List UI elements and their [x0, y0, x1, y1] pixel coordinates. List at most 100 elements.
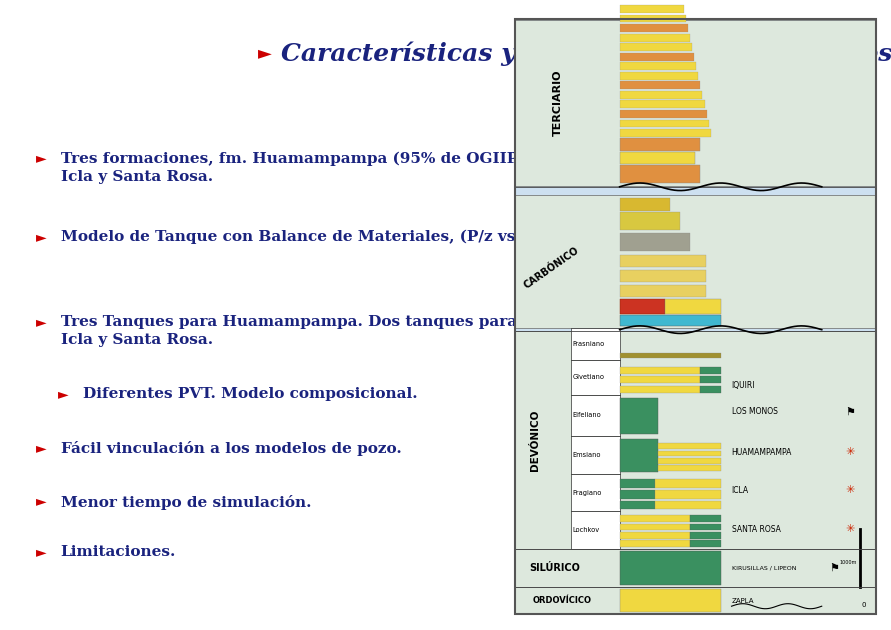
Bar [619, 367, 700, 374]
Text: TERCIARIO: TERCIARIO [553, 69, 563, 136]
Bar [700, 376, 721, 383]
Bar [619, 270, 706, 282]
Text: ►: ► [36, 545, 46, 559]
Bar [619, 398, 658, 435]
Text: ORDOVÍCICO: ORDOVÍCICO [533, 597, 592, 605]
Bar [691, 532, 721, 539]
Text: ►: ► [36, 495, 46, 508]
Bar [619, 34, 691, 42]
Bar [515, 587, 876, 614]
Bar [619, 100, 705, 108]
Text: ✳: ✳ [846, 486, 854, 495]
Bar [691, 524, 721, 530]
Bar [619, 439, 658, 472]
Text: ►: ► [36, 151, 46, 165]
Bar [700, 367, 721, 374]
Bar [691, 541, 721, 547]
Text: CARBÓNICO: CARBÓNICO [521, 246, 581, 291]
Bar [655, 479, 721, 488]
Bar [619, 233, 691, 251]
Bar [619, 25, 689, 32]
Bar [619, 299, 665, 314]
Bar [619, 589, 721, 612]
Bar [658, 450, 721, 457]
Bar [619, 255, 706, 267]
Bar [658, 457, 721, 464]
Bar [619, 81, 700, 89]
Text: Eifeliano: Eifeliano [573, 413, 601, 418]
Bar [665, 299, 721, 314]
Bar [619, 479, 655, 488]
Bar [515, 19, 876, 614]
Text: SANTA ROSA: SANTA ROSA [732, 525, 781, 534]
Bar [571, 360, 619, 394]
Text: SILÚRICO: SILÚRICO [529, 563, 580, 573]
Text: ✳: ✳ [846, 524, 854, 534]
Bar [619, 212, 680, 230]
Bar [571, 328, 619, 360]
Text: Características y Modelo de los Reservorios.: Características y Modelo de los Reservor… [281, 42, 891, 66]
Text: IQUIRI: IQUIRI [732, 381, 755, 389]
Bar [619, 14, 686, 23]
Text: ✳: ✳ [846, 447, 854, 457]
Bar [619, 43, 692, 51]
Text: HUAMAMPAMPA: HUAMAMPAMPA [732, 448, 792, 457]
Bar [619, 541, 691, 547]
Text: ICLA: ICLA [732, 486, 748, 495]
Text: ►: ► [36, 315, 46, 329]
Bar [619, 53, 694, 60]
Text: Fácil vinculación a los modelos de pozo.: Fácil vinculación a los modelos de pozo. [61, 441, 401, 456]
Bar [619, 91, 702, 99]
Bar [619, 62, 697, 70]
Bar [619, 551, 721, 585]
Bar [619, 490, 655, 499]
Bar [619, 376, 700, 383]
Text: ►: ► [36, 230, 46, 244]
Text: Tres Tanques para Huamampampa. Dos tanques para
Icla y Santa Rosa.: Tres Tanques para Huamampampa. Dos tanqu… [61, 315, 517, 347]
Text: Diferentes PVT. Modelo composicional.: Diferentes PVT. Modelo composicional. [83, 387, 418, 401]
Bar [619, 138, 700, 151]
Bar [515, 331, 876, 549]
Bar [619, 315, 721, 326]
Bar [619, 501, 655, 510]
Bar [619, 198, 670, 211]
Bar [515, 20, 876, 186]
Text: 1000m: 1000m [840, 560, 857, 565]
Bar [571, 512, 619, 549]
Bar [655, 501, 721, 510]
Text: LOS MONOS: LOS MONOS [732, 408, 777, 416]
Text: Tres formaciones, fm. Huamampampa (95% de OGIIP ),
Icla y Santa Rosa.: Tres formaciones, fm. Huamampampa (95% d… [61, 151, 535, 184]
Bar [619, 165, 700, 183]
Bar [619, 120, 708, 127]
Text: 0: 0 [862, 602, 866, 609]
Bar [619, 524, 691, 530]
Text: Menor tiempo de simulación.: Menor tiempo de simulación. [61, 495, 311, 510]
Bar [619, 285, 706, 297]
Text: ⚑: ⚑ [829, 563, 839, 573]
Text: DEVÓNICO: DEVÓNICO [530, 410, 540, 471]
Bar [619, 515, 691, 522]
Bar [619, 386, 700, 392]
Bar [619, 129, 711, 137]
Text: Givetiano: Givetiano [573, 374, 605, 381]
Bar [691, 515, 721, 522]
Text: Lochkov: Lochkov [573, 527, 600, 533]
Text: ⚑: ⚑ [846, 407, 855, 417]
Bar [571, 394, 619, 436]
Bar [700, 386, 721, 392]
Bar [571, 474, 619, 512]
Bar [619, 353, 721, 358]
Bar [619, 152, 695, 164]
Text: ►: ► [36, 441, 46, 455]
Bar [515, 195, 876, 328]
Bar [619, 532, 691, 539]
Text: Modelo de Tanque con Balance de Materiales, (P/z vs Gp).: Modelo de Tanque con Balance de Material… [61, 230, 557, 244]
Text: Emsiano: Emsiano [573, 452, 601, 458]
Bar [655, 490, 721, 499]
Bar [619, 72, 699, 79]
Text: Pragiano: Pragiano [573, 490, 602, 496]
Bar [658, 444, 721, 449]
Text: Limitaciones.: Limitaciones. [61, 545, 176, 559]
Text: Frasniano: Frasniano [573, 341, 605, 347]
Bar [619, 110, 707, 118]
